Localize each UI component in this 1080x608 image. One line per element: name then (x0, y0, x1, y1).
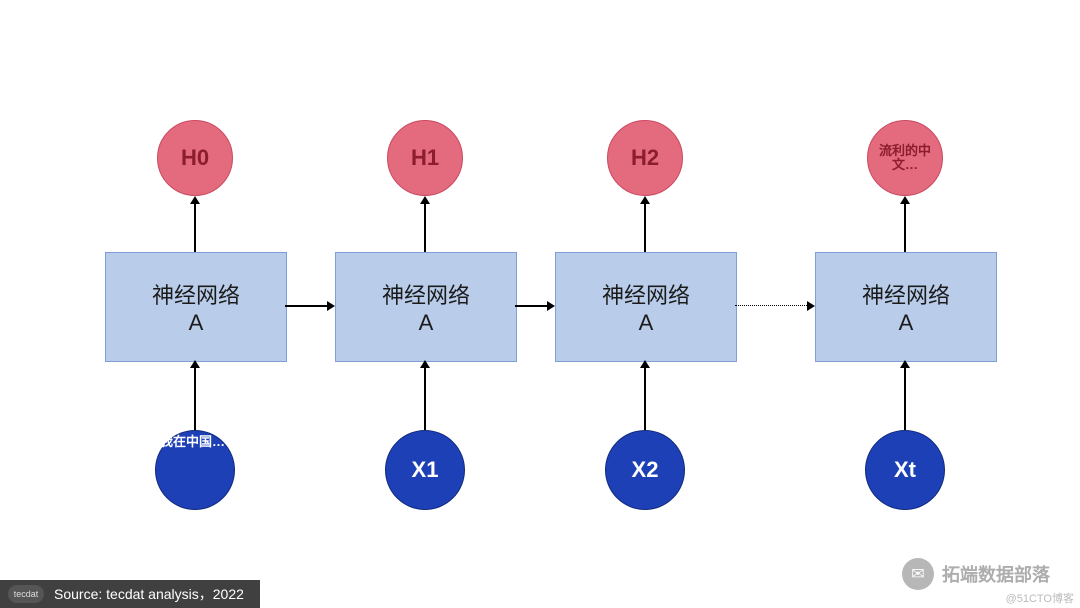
arrow-shaft (424, 204, 426, 252)
arrow-in-0 (190, 360, 200, 430)
arrow-head-icon (420, 196, 430, 204)
input-node-1: X1 (385, 430, 465, 510)
nn-box-line2: A (419, 310, 434, 336)
arrow-head-icon (420, 360, 430, 368)
input-node-2: X2 (605, 430, 685, 510)
watermark-corner: @51CTO博客 (1006, 590, 1074, 606)
arrow-head-icon (547, 301, 555, 311)
arrow-up-3 (900, 196, 910, 252)
nn-box-line1: 神经网络 (862, 278, 950, 310)
arrow-h-0 (285, 301, 335, 311)
arrow-shaft (644, 368, 646, 430)
arrow-head-icon (190, 360, 200, 368)
arrow-shaft (644, 204, 646, 252)
nn-box-2: 神经网络A (555, 252, 737, 362)
arrow-up-1 (420, 196, 430, 252)
nn-box-line1: 神经网络 (152, 278, 240, 310)
nn-box-line1: 神经网络 (602, 278, 690, 310)
arrow-in-1 (420, 360, 430, 430)
output-node-3: 流利的中文… (867, 120, 943, 196)
nn-box-1: 神经网络A (335, 252, 517, 362)
arrow-head-icon (327, 301, 335, 311)
rnn-unrolled-diagram: H0神经网络A我在中国…H1神经网络AX1H2神经网络AX2流利的中文…神经网络… (0, 0, 1080, 608)
output-node-1: H1 (387, 120, 463, 196)
nn-box-line2: A (899, 310, 914, 336)
nn-box-line2: A (639, 310, 654, 336)
arrow-head-icon (640, 360, 650, 368)
arrow-in-2 (640, 360, 650, 430)
source-bar: tecdat Source: tecdat analysis，2022 (0, 580, 260, 608)
arrow-shaft (194, 204, 196, 252)
arrow-up-2 (640, 196, 650, 252)
arrow-in-3 (900, 360, 910, 430)
arrow-shaft (424, 368, 426, 430)
nn-box-3: 神经网络A (815, 252, 997, 362)
watermark-brand: ✉ 拓端数据部落 (902, 558, 1050, 590)
wechat-icon: ✉ (902, 558, 934, 590)
source-text: Source: tecdat analysis，2022 (54, 584, 244, 604)
arrow-shaft (515, 305, 547, 307)
nn-box-line2: A (189, 310, 204, 336)
arrow-shaft (904, 368, 906, 430)
arrow-up-0 (190, 196, 200, 252)
arrow-head-icon (900, 196, 910, 204)
tecdat-logo-icon: tecdat (8, 585, 44, 603)
arrow-head-icon (900, 360, 910, 368)
nn-box-0: 神经网络A (105, 252, 287, 362)
arrow-head-icon (190, 196, 200, 204)
arrow-shaft (735, 305, 807, 306)
arrow-shaft (194, 368, 196, 430)
nn-box-line1: 神经网络 (382, 278, 470, 310)
output-node-2: H2 (607, 120, 683, 196)
input-node-3: Xt (865, 430, 945, 510)
arrow-head-icon (807, 301, 815, 311)
watermark-brand-text: 拓端数据部落 (942, 561, 1050, 587)
arrow-h-1 (515, 301, 555, 311)
input-node-0: 我在中国… (155, 430, 235, 510)
output-node-0: H0 (157, 120, 233, 196)
arrow-shaft (904, 204, 906, 252)
arrow-h-2 (735, 301, 815, 311)
arrow-head-icon (640, 196, 650, 204)
arrow-shaft (285, 305, 327, 307)
